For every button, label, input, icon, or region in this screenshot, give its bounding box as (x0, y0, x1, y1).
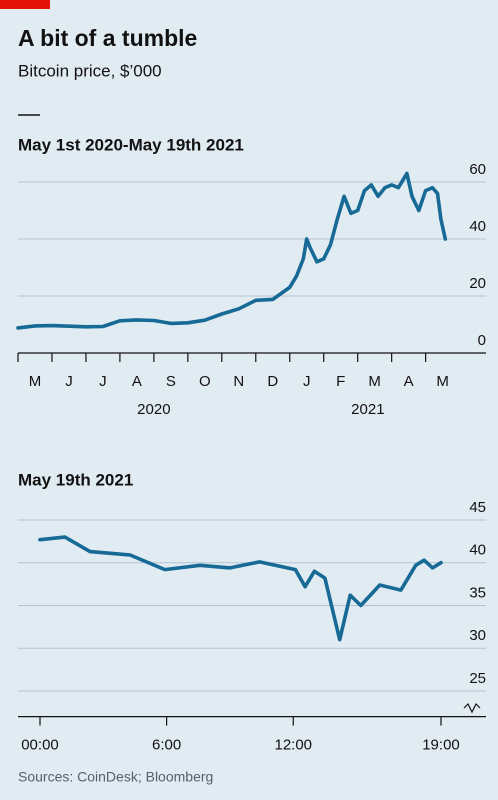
x-tick-label: O (199, 373, 211, 390)
y-tick-label: 45 (469, 499, 486, 516)
x-tick-label: A (404, 373, 414, 390)
x-tick-label: M (29, 373, 42, 390)
axis-break (463, 702, 481, 714)
y-tick-label: 35 (469, 584, 486, 601)
x-tick-label: J (303, 373, 311, 390)
x-tick-label: J (65, 373, 73, 390)
y-tick-label: 40 (469, 542, 486, 559)
x-tick-label: 00:00 (21, 737, 59, 754)
x-tick-label: D (267, 373, 278, 390)
y-tick-label: 60 (469, 161, 486, 178)
x-tick-label: 19:00 (422, 737, 460, 754)
price-line (38, 535, 443, 642)
y-tick-label: 20 (469, 275, 486, 292)
brand-bar (0, 0, 50, 9)
title: A bit of a tumble (18, 25, 197, 51)
x-tick-label: M (368, 373, 381, 390)
year-label: 2020 (137, 401, 170, 418)
panel-title: May 1st 2020-May 19th 2021 (18, 135, 244, 154)
x-tick-label: A (132, 373, 142, 390)
y-tick-label: 0 (478, 332, 486, 349)
x-tick-label: 12:00 (274, 737, 312, 754)
x-tick-label: 6:00 (152, 737, 181, 754)
price-line (16, 171, 448, 330)
y-tick-label: 30 (469, 627, 486, 644)
subtitle: Bitcoin price, $’000 (18, 61, 162, 80)
y-tick-label: 40 (469, 218, 486, 235)
year-label: 2021 (351, 401, 384, 418)
x-tick-label: F (336, 373, 345, 390)
y-tick-label: 25 (469, 670, 486, 687)
x-tick-label: J (99, 373, 107, 390)
source: Sources: CoinDesk; Bloomberg (18, 769, 213, 785)
panel-title: May 19th 2021 (18, 470, 133, 489)
x-tick-label: N (233, 373, 244, 390)
x-tick-label: M (436, 373, 449, 390)
x-tick-label: S (166, 373, 176, 390)
